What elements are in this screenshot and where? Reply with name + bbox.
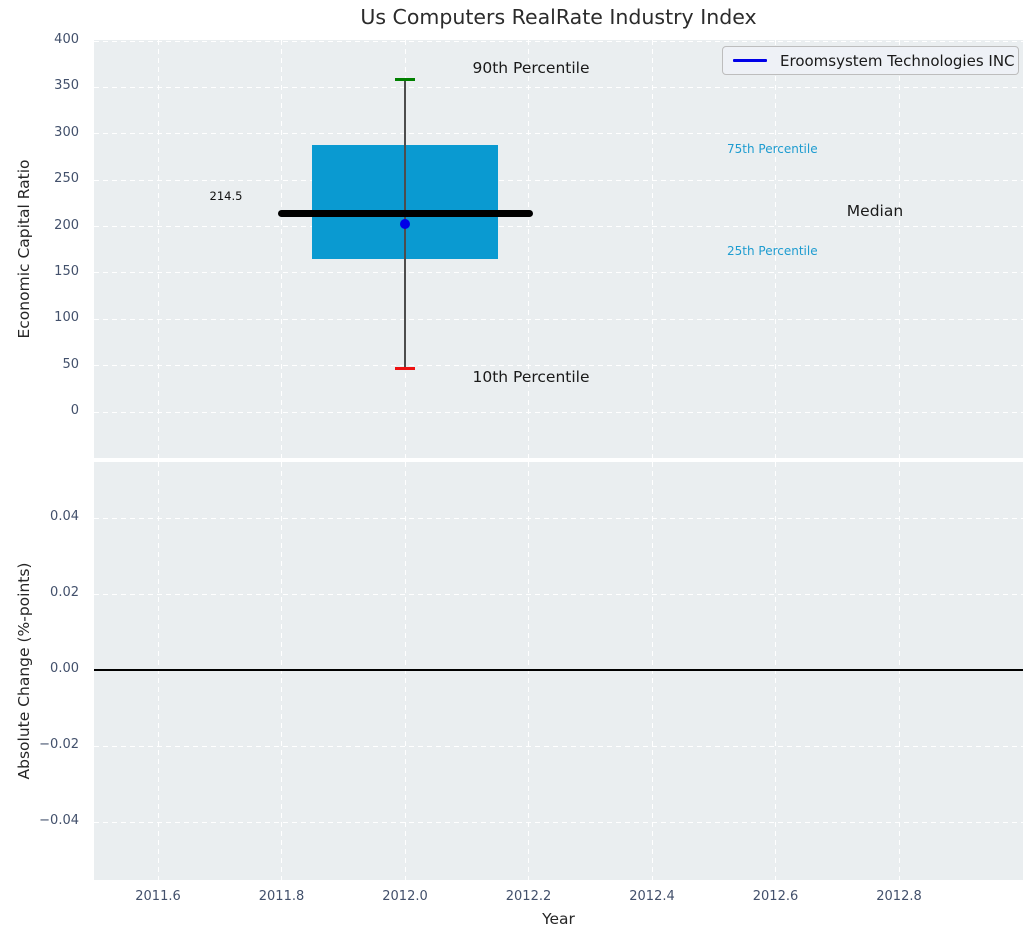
x-tick-label: 2012.4	[629, 889, 675, 904]
gridline-x	[898, 40, 900, 458]
x-tick-label: 2012.8	[876, 889, 922, 904]
chart-title: Us Computers RealRate Industry Index	[360, 5, 757, 29]
gridline-y	[94, 821, 1023, 823]
x-tick-label: 2011.8	[258, 889, 305, 904]
annotation-75th-percentile: 75th Percentile	[727, 142, 818, 156]
legend-line-sample	[733, 59, 767, 62]
x-axis-label: Year	[542, 910, 575, 928]
gridline-y	[94, 593, 1023, 595]
axes-absolute-change	[94, 462, 1023, 880]
gridline-x	[281, 40, 282, 458]
y-tick-label: −0.02	[39, 737, 79, 752]
gridline-y	[94, 86, 1023, 88]
gridline-y	[94, 745, 1023, 747]
gridline-x	[651, 462, 653, 880]
y-tick-label: 150	[54, 263, 79, 279]
gridline-y	[94, 365, 1023, 367]
gridline-x	[157, 462, 159, 880]
y-tick-label: 50	[62, 356, 79, 372]
gridline-x	[651, 40, 653, 458]
boxplot-90th-cap	[395, 78, 415, 82]
gridline-x	[775, 40, 776, 458]
boxplot-10th-cap	[395, 366, 415, 370]
y-tick-label: 0.02	[50, 585, 79, 600]
gridline-y	[94, 318, 1023, 320]
gridline-y	[94, 40, 1023, 42]
y-tick-label: 100	[54, 310, 79, 326]
company-data-point	[400, 218, 410, 229]
legend-entry-label: Eroomsystem Technologies INC	[780, 51, 1015, 70]
y-tick-label: 400	[54, 32, 79, 47]
y-tick-label: 300	[54, 124, 79, 140]
x-tick-label: 2012.2	[505, 889, 552, 904]
gridline-x	[281, 462, 282, 880]
median-value-label: 214.5	[209, 189, 243, 203]
y-tick-label: 0.00	[50, 661, 79, 676]
axes-economic-capital-ratio	[94, 40, 1023, 458]
gridline-x	[528, 462, 529, 880]
gridline-x	[157, 40, 159, 458]
gridline-x	[528, 40, 529, 458]
y-tick-label: −0.04	[39, 813, 79, 828]
gridline-y	[94, 179, 1023, 181]
annotation-10th-percentile: 10th Percentile	[472, 368, 590, 386]
gridline-y	[94, 133, 1023, 135]
gridline-y	[94, 517, 1023, 519]
gridline-x	[775, 462, 776, 880]
gridline-x	[404, 462, 406, 880]
x-tick-label: 2012.6	[752, 889, 799, 904]
boxplot-median-line	[277, 209, 533, 217]
zero-line	[94, 669, 1023, 671]
x-tick-label: 2011.6	[135, 889, 181, 904]
y-tick-label: 0	[70, 403, 79, 418]
annotation-25th-percentile: 25th Percentile	[727, 244, 818, 258]
legend: Eroomsystem Technologies INC	[722, 46, 1019, 75]
y-tick-label: 350	[54, 78, 79, 94]
gridline-y	[94, 411, 1023, 413]
annotation-90th-percentile: 90th Percentile	[472, 59, 590, 77]
y-tick-label: 0.04	[50, 509, 79, 524]
y-tick-label: 200	[54, 217, 79, 233]
gridline-y	[94, 226, 1023, 227]
x-tick-label: 2012.0	[382, 889, 428, 904]
gridline-y	[94, 272, 1023, 274]
annotation-median: Median	[846, 202, 904, 220]
gridline-x	[898, 462, 900, 880]
y-tick-label: 250	[54, 171, 79, 187]
